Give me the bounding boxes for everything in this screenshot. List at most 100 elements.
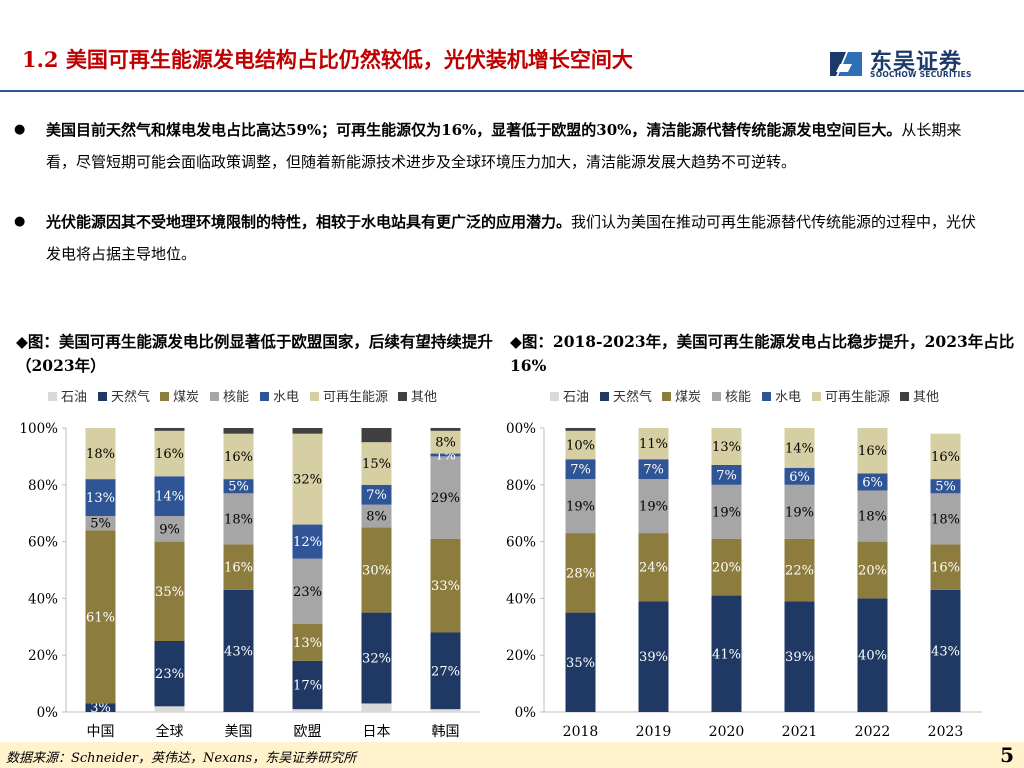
y-tick-label: 40% xyxy=(28,591,58,607)
bar-segment-2021-可再生能源 xyxy=(784,428,815,468)
data-label-2019-天然气: 39% xyxy=(639,650,668,665)
bar-segment-欧盟-石油 xyxy=(292,709,323,712)
bar-segment-韩国-水电 xyxy=(430,453,461,457)
x-tick-label-2021: 2021 xyxy=(782,724,818,740)
data-label-2018-可再生能源: 10% xyxy=(566,439,595,454)
bar-segment-欧盟-可再生能源 xyxy=(292,433,323,525)
x-tick-label-2019: 2019 xyxy=(636,724,672,740)
data-label-欧盟-核能: 23% xyxy=(293,585,322,600)
legend-swatch-天然气 xyxy=(600,392,609,401)
data-label-2021-可再生能源: 14% xyxy=(785,441,814,456)
legend-label-煤炭: 煤炭 xyxy=(675,390,701,405)
data-label-日本-煤炭: 30% xyxy=(362,564,391,579)
data-label-美国-煤炭: 16% xyxy=(224,561,253,576)
bullet-point-2: ● 光伏能源因其不受地理环境限制的特性，相较于水电站具有更广泛的应用潜力。我们认… xyxy=(14,206,984,270)
bar-segment-2019-天然气 xyxy=(638,601,669,712)
data-label-欧盟-水电: 12% xyxy=(293,535,322,550)
x-tick-label-中国: 中国 xyxy=(87,724,115,740)
bar-segment-2021-天然气 xyxy=(784,601,815,712)
data-label-2022-水电: 6% xyxy=(862,475,883,490)
data-label-2020-煤炭: 20% xyxy=(712,561,741,576)
bar-segment-欧盟-天然气 xyxy=(292,660,323,710)
data-label-2020-核能: 19% xyxy=(712,505,741,520)
bar-segment-欧盟-其他 xyxy=(292,428,323,434)
data-label-欧盟-天然气: 17% xyxy=(293,679,322,694)
bar-segment-2022-水电 xyxy=(857,473,888,491)
legend-swatch-煤炭 xyxy=(160,392,169,401)
legend-label-石油: 石油 xyxy=(61,390,87,405)
bar-segment-全球-可再生能源 xyxy=(154,430,185,477)
y-tick-label: 80% xyxy=(28,478,58,494)
y-tick-label: 60% xyxy=(506,535,536,551)
legend-swatch-可再生能源 xyxy=(812,392,821,401)
data-label-2022-可再生能源: 16% xyxy=(858,444,887,459)
bar-segment-2019-可再生能源 xyxy=(638,428,669,460)
right-chart-caption: ◆图：2018-2023年，美国可再生能源发电占比稳步提升，2023年占比16% xyxy=(510,332,1015,375)
legend-label-其他: 其他 xyxy=(411,390,437,405)
logo-chinese-name: 东吴证券 xyxy=(870,50,963,75)
data-label-欧盟-煤炭: 13% xyxy=(293,636,322,651)
legend-label-可再生能源: 可再生能源 xyxy=(825,390,890,405)
legend-swatch-其他 xyxy=(900,392,909,401)
data-label-美国-可再生能源: 16% xyxy=(224,450,253,465)
bar-segment-韩国-核能 xyxy=(430,456,461,539)
data-label-中国-天然气: 3% xyxy=(90,701,111,716)
bar-segment-2018-可再生能源 xyxy=(565,430,596,460)
bullet-2-bold-text: 光伏能源因其不受地理环境限制的特性，相较于水电站具有更广泛的应用潜力。 xyxy=(46,213,572,231)
x-tick-label-欧盟: 欧盟 xyxy=(294,724,322,740)
logo-english-name: SOOCHOW SECURITIES xyxy=(870,70,972,79)
y-tick-label: 40% xyxy=(506,591,536,607)
chart-right-svg: 石油 天然气 煤炭 核能 水电 可再生能源 其他 0% 20% 40% 60% 80% 100% 35% 2… xyxy=(497,389,982,740)
company-logo: 东吴证券 SOOCHOW SECURITIES xyxy=(826,44,986,84)
data-label-2023-煤炭: 16% xyxy=(931,561,960,576)
bar-segment-2019-煤炭 xyxy=(638,533,669,602)
bar-segment-韩国-可再生能源 xyxy=(430,430,461,454)
bar-segment-2020-天然气 xyxy=(711,595,742,712)
bar-segment-中国-可再生能源 xyxy=(85,428,116,480)
data-label-2023-天然气: 43% xyxy=(931,644,960,659)
data-label-2020-天然气: 41% xyxy=(712,647,741,662)
legend-label-可再生能源: 可再生能源 xyxy=(323,390,388,405)
data-label-2018-煤炭: 28% xyxy=(566,566,595,581)
data-label-全球-天然气: 23% xyxy=(155,667,184,682)
bar-segment-2022-核能 xyxy=(857,490,888,542)
data-label-日本-水电: 7% xyxy=(366,488,387,503)
data-label-韩国-天然气: 27% xyxy=(431,664,460,679)
bar-segment-韩国-煤炭 xyxy=(430,538,461,633)
data-label-美国-核能: 18% xyxy=(224,512,253,527)
bar-segment-2020-核能 xyxy=(711,484,742,539)
bar-segment-全球-煤炭 xyxy=(154,541,185,641)
data-label-2021-水电: 6% xyxy=(789,470,810,485)
x-tick-label-2018: 2018 xyxy=(563,724,599,740)
bar-segment-2021-核能 xyxy=(784,484,815,539)
x-tick-label-日本: 日本 xyxy=(363,724,391,740)
bar-segment-2023-煤炭 xyxy=(930,544,961,590)
y-tick-label: 20% xyxy=(28,648,58,664)
data-label-美国-天然气: 43% xyxy=(224,644,253,659)
bar-segment-2023-天然气 xyxy=(930,589,961,712)
x-tick-label-2022: 2022 xyxy=(855,724,891,740)
legend-swatch-核能 xyxy=(712,392,721,401)
bullet-point-1: ● 美国目前天然气和煤电发电占比高达59%；可再生能源仅为16%，显著低于欧盟的… xyxy=(14,114,984,178)
bullet-dot-icon: ● xyxy=(14,214,26,229)
data-label-中国-水电: 13% xyxy=(86,491,115,506)
legend-label-其他: 其他 xyxy=(913,390,939,405)
bar-segment-全球-水电 xyxy=(154,476,185,517)
legend-label-核能: 核能 xyxy=(725,390,751,405)
legend-swatch-煤炭 xyxy=(662,392,671,401)
page-title: 1.2 美国可再生能源发电结构占比仍然较低，光伏装机增长空间大 xyxy=(22,47,633,72)
data-label-2019-煤炭: 24% xyxy=(639,561,668,576)
bar-segment-全球-其他 xyxy=(154,428,185,431)
chart-left-svg: 石油 天然气 煤炭 核能 水电 可再生能源 其他 0% 20% 40% 60% 80% 100% 3% 61… xyxy=(19,389,480,740)
legend-label-天然气: 天然气 xyxy=(111,389,150,405)
bar-segment-韩国-天然气 xyxy=(430,632,461,710)
data-label-2019-核能: 19% xyxy=(639,500,668,515)
legend-swatch-水电 xyxy=(260,392,269,401)
data-label-2020-可再生能源: 13% xyxy=(712,440,741,455)
y-tick-label: 60% xyxy=(28,535,58,551)
legend-swatch-天然气 xyxy=(98,392,107,401)
data-label-2022-煤炭: 20% xyxy=(858,564,887,579)
data-label-2023-核能: 18% xyxy=(931,512,960,527)
bar-segment-2018-核能 xyxy=(565,479,596,534)
bar-segment-韩国-石油 xyxy=(430,709,461,712)
